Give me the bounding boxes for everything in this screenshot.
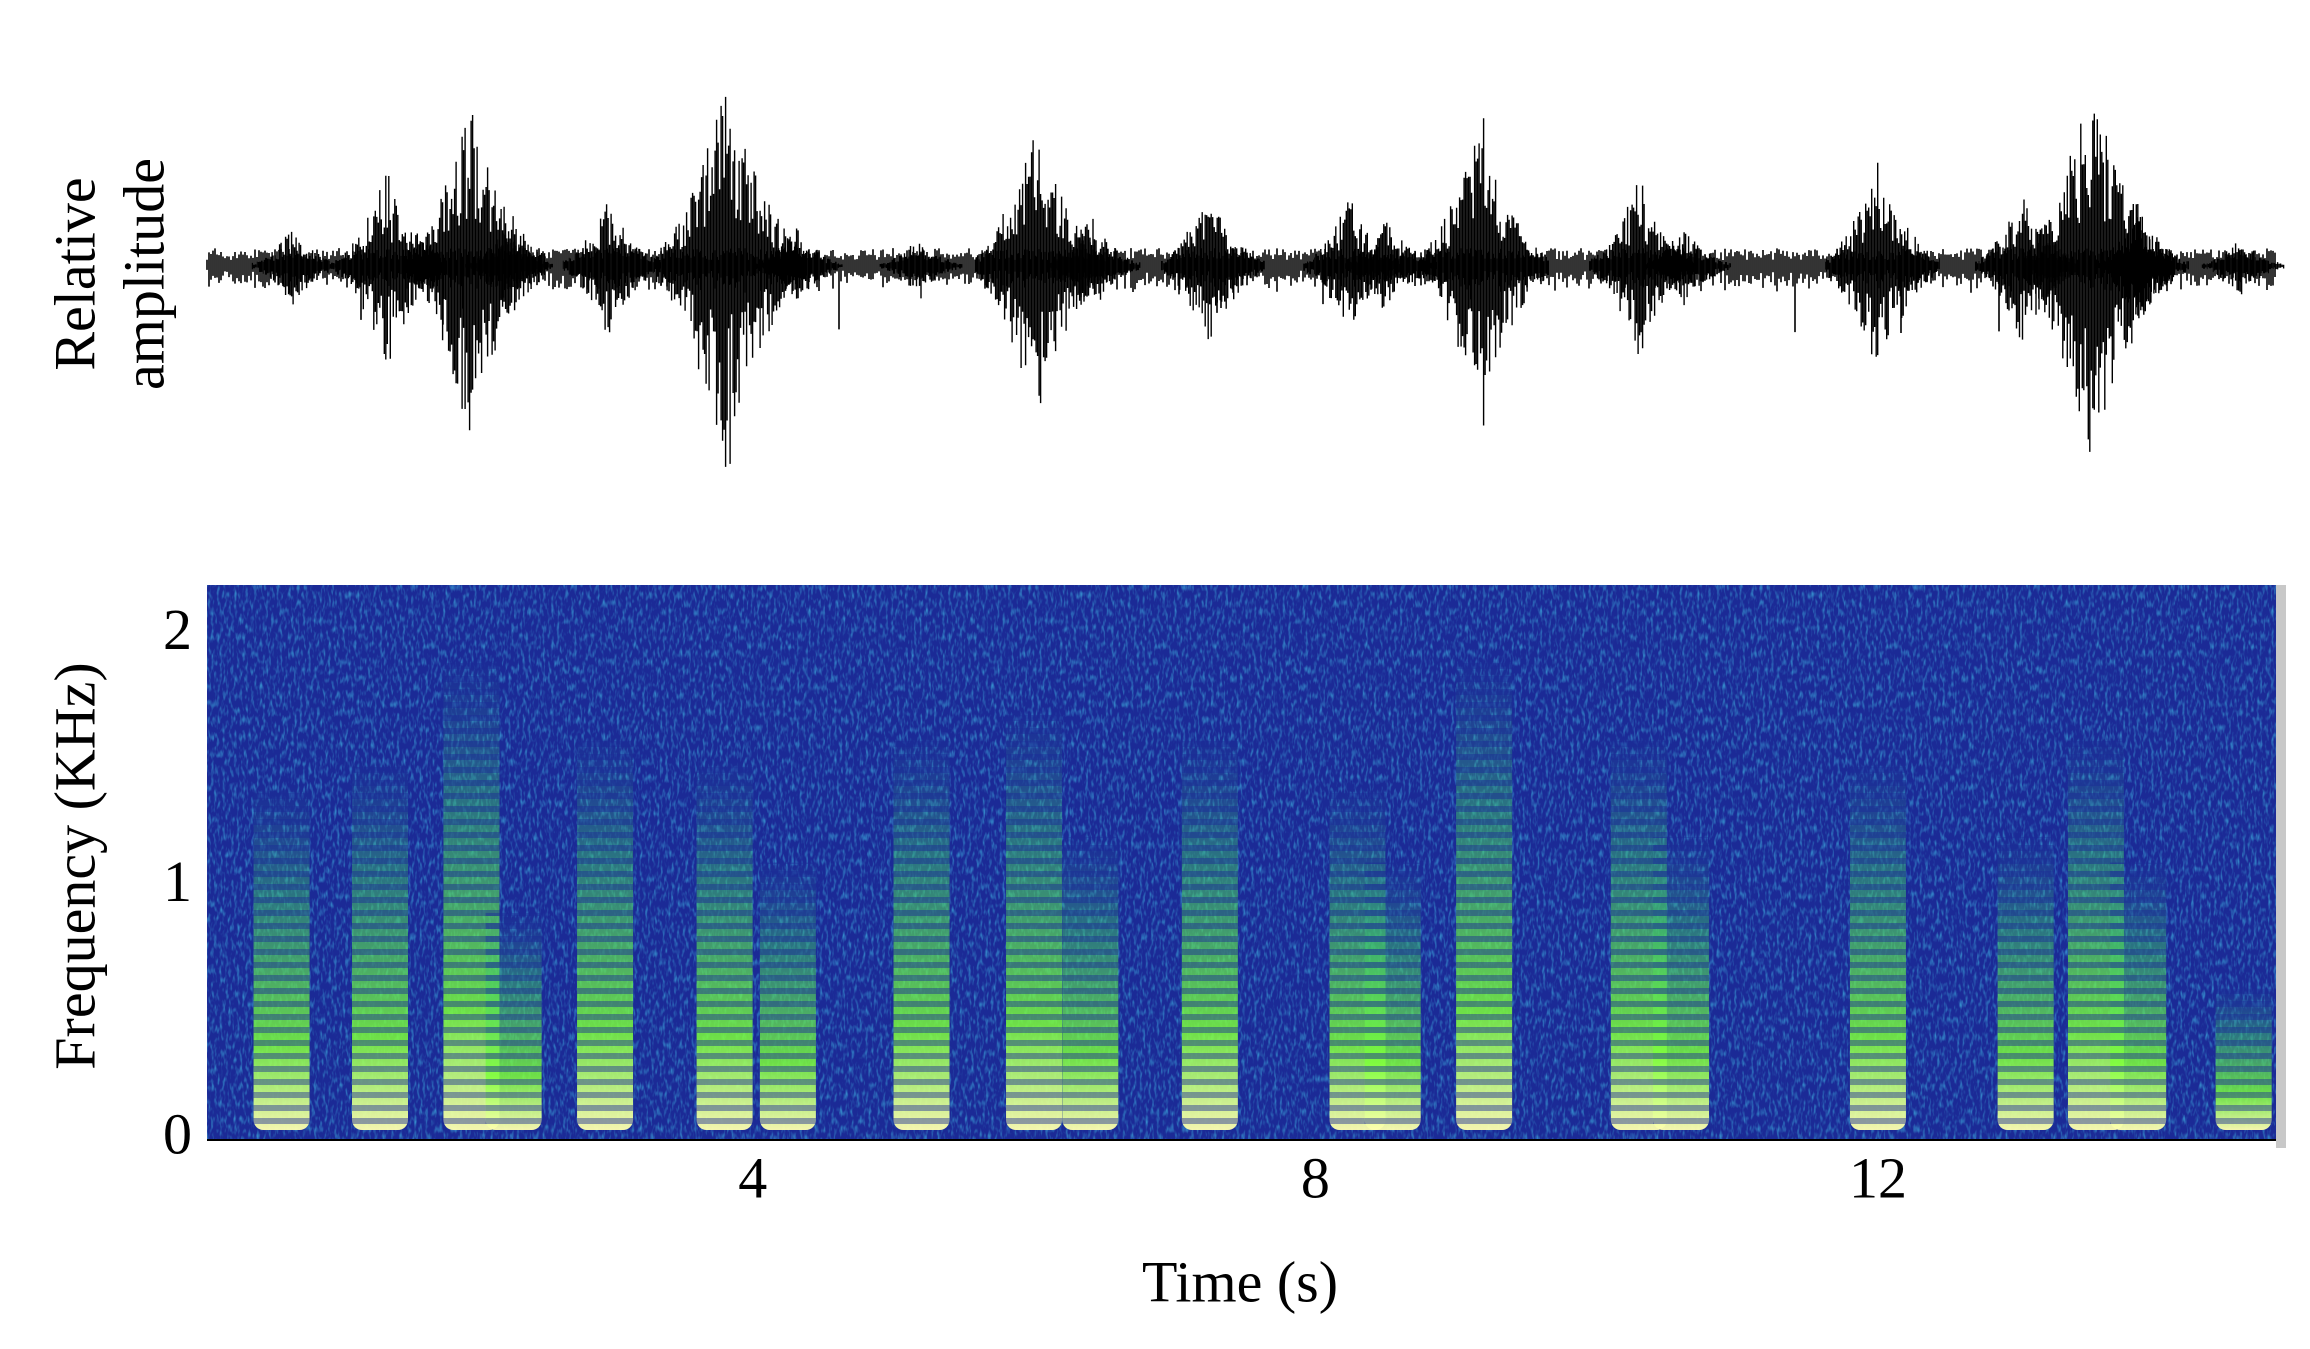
- waveform-burst: [1161, 212, 1265, 340]
- waveform-burst: [1418, 118, 1549, 426]
- waveform-burst: [655, 96, 808, 467]
- waveform-burst: [562, 204, 662, 333]
- harmonic-stripes: [1997, 837, 2054, 1130]
- waveform-burst: [755, 228, 843, 299]
- harmonic-stripes: [1849, 761, 1906, 1130]
- harmonic-stripes: [696, 761, 753, 1130]
- waveform-burst: [2201, 243, 2285, 295]
- spectrogram-noise: [207, 585, 2276, 1140]
- waveform-burst: [251, 231, 339, 305]
- harmonic-stripes: [485, 912, 542, 1130]
- amplitude-label-line2: amplitude: [111, 158, 176, 390]
- harmonic-stripes: [1062, 837, 1119, 1130]
- harmonic-stripes: [1653, 837, 1710, 1130]
- y-tick-label: 2: [163, 597, 192, 662]
- harmonic-stripes: [2110, 862, 2167, 1130]
- y-tick-label: 1: [163, 849, 192, 914]
- waveform-burst: [1048, 218, 1141, 302]
- waveform-burst: [879, 243, 963, 299]
- waveform-burst: [2094, 217, 2190, 319]
- time-label: Time (s): [1142, 1249, 1338, 1314]
- waveform-burst: [465, 233, 553, 299]
- harmonic-stripes: [1006, 711, 1063, 1130]
- x-tick-label: 12: [1849, 1145, 1907, 1210]
- harmonic-stripes: [253, 786, 310, 1130]
- x-tick-label: 4: [738, 1145, 767, 1210]
- harmonic-stripes: [1181, 736, 1238, 1130]
- harmonic-stripes: [1456, 660, 1513, 1130]
- waveform-burst: [1345, 222, 1437, 308]
- y-tick-label: 0: [163, 1101, 192, 1166]
- harmonic-stripes: [1364, 862, 1421, 1130]
- harmonic-stripes: [2215, 988, 2272, 1130]
- harmonic-stripes: [893, 736, 950, 1130]
- amplitude-label-line1: Relative: [42, 177, 107, 370]
- waveform-burst: [1824, 162, 1940, 357]
- waveform-burst: [1644, 232, 1732, 306]
- harmonic-stripes: [577, 736, 634, 1130]
- harmonic-stripes: [759, 862, 816, 1130]
- x-tick-label: 8: [1301, 1145, 1330, 1210]
- frequency-label: Frequency (KHz): [42, 662, 107, 1069]
- harmonic-stripes: [352, 761, 409, 1130]
- spectrogram-edge: [2276, 585, 2286, 1148]
